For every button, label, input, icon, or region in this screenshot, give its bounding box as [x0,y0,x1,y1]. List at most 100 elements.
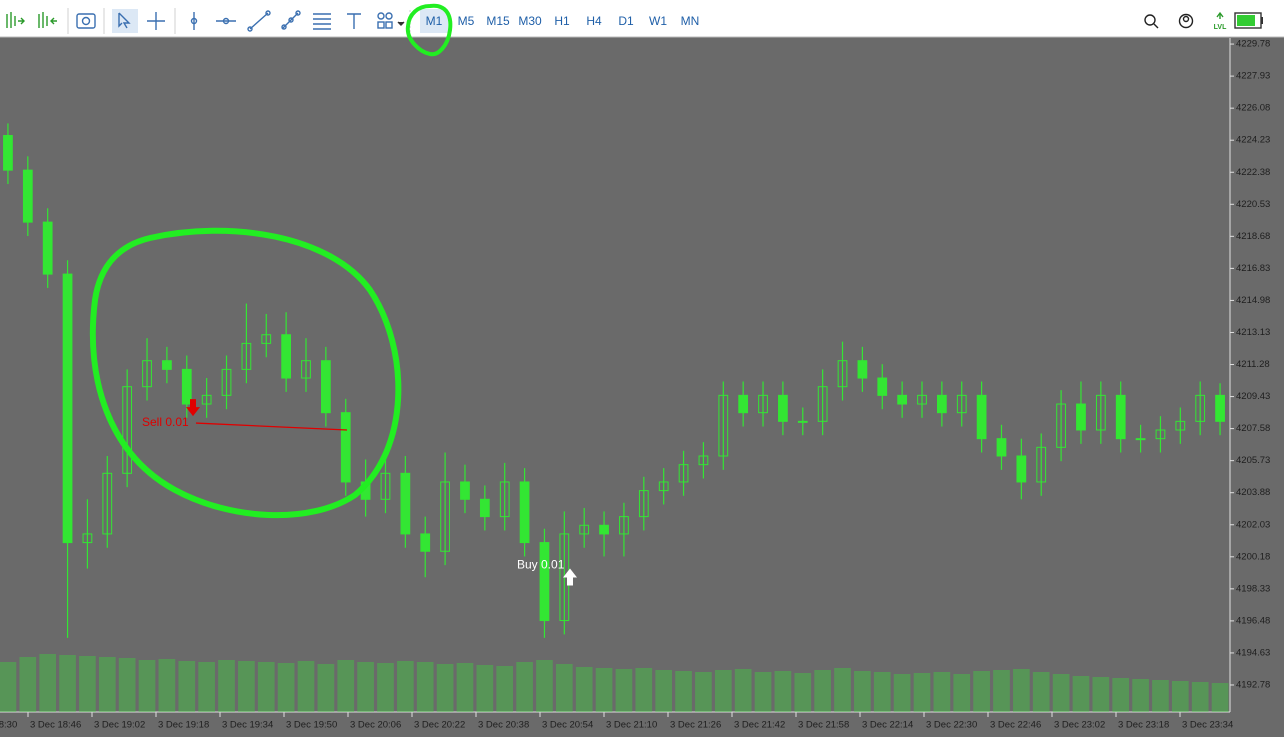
volume-bar [913,673,931,712]
shapes-tool[interactable] [377,12,393,29]
volume-bar [79,656,96,712]
x-tick-label: 3 Dec 20:22 [414,720,465,731]
candle-body [778,394,788,422]
volume-bar [1152,680,1169,712]
candle-body [976,394,987,440]
candle-body [1036,446,1047,483]
candle-body [400,472,411,535]
crosshair-tool[interactable] [147,12,165,30]
text-tool[interactable] [347,13,361,29]
volume-bar [0,662,17,712]
candle-body [261,334,272,344]
timeframe-button[interactable]: H1 [554,14,570,28]
volume-bar [754,672,772,712]
sell-label: Sell 0.01 [142,415,189,429]
timeframe-button[interactable]: D1 [618,14,634,28]
x-tick-label: 3 Dec 23:02 [1054,720,1105,731]
x-tick-label: 3 Dec 23:18 [1118,720,1169,731]
candle-body [936,394,947,414]
toolbar-bg [0,0,1284,37]
volume-bar [675,671,692,712]
candle-body [460,481,470,500]
candle-body [579,524,590,535]
timeframe-button[interactable]: M30 [518,14,542,28]
sell-trade-line [195,422,348,431]
cursor-tool[interactable] [118,12,131,29]
y-tick-label: 4202.03 [1236,519,1270,530]
volume-bar [615,669,633,712]
candle-body [619,516,629,535]
volume-bar [834,668,851,712]
buy-arrow [563,568,577,586]
candle-body [857,360,868,379]
y-tick-label: 4218.68 [1236,231,1270,242]
volume-bar [357,662,374,712]
timeframe-button[interactable]: H4 [586,14,602,28]
y-tick-label: 4203.88 [1236,487,1270,498]
candle-body [638,490,649,518]
y-tick-label: 4224.23 [1236,135,1270,146]
volume-bar [575,667,593,712]
volume-bar [695,672,712,712]
timeframes: M1 M5 M15 M30 H1 H4 D1 W1 MN [426,14,700,28]
timeframe-button[interactable]: M1 [426,14,443,28]
volume-bar [953,674,971,712]
y-tick-label: 4194.63 [1236,647,1270,658]
candle-body [996,438,1007,457]
y-tick-label: 4222.38 [1236,167,1270,178]
search-icon[interactable] [1144,14,1156,26]
volume-bar [178,661,196,712]
candle-body [917,394,927,405]
active-timeframe-bg [420,9,448,33]
volume-bar [933,672,951,712]
trendline-tool[interactable] [249,12,269,30]
y-tick-label: 4192.78 [1236,679,1270,690]
fibo-tool[interactable] [313,13,331,30]
x-tick-label: 3 Dec 19:18 [158,720,209,731]
account-icon[interactable] [1178,13,1194,29]
candle-body [241,342,252,370]
cursor-active-bg [112,9,138,33]
y-tick-label: 4198.33 [1236,583,1270,594]
volume-bar [59,655,76,712]
candle-body [499,481,510,518]
toolbar: M1 M5 M15 M30 H1 H4 D1 W1 MN LVL [0,0,1284,38]
volume-bar [297,661,315,712]
y-tick-label: 4213.13 [1236,327,1270,338]
status-label: LVL [1214,24,1227,31]
plot-area: 4229.78 4227.93 4226.08 4224.23 4222.38 4220.… [0,38,1270,731]
volume-bar [635,668,653,712]
y-tick-label: 4227.93 [1236,71,1270,82]
volume-bar [198,662,215,712]
volume-bar [714,670,732,712]
x-tick-label: 3 Dec 21:10 [606,720,657,731]
candle-body [22,169,33,223]
x-tick-label: 3 Dec 19:50 [286,720,337,731]
timeframe-button[interactable]: W1 [649,14,667,28]
timeframe-button[interactable]: M5 [458,14,475,28]
highlight-circle-m1 [405,3,453,57]
timeframe-button[interactable]: MN [681,14,700,28]
x-tick-label: 3 Dec 20:54 [542,720,593,731]
candle-body [1155,429,1166,440]
volume-bar [893,674,911,712]
volume-bar [1013,669,1030,712]
volume-bar [138,660,156,712]
volume-bar [39,654,57,712]
toolbar-icons [6,8,448,34]
candle-body [42,221,53,275]
candle-body [122,386,133,474]
candle-body [678,464,689,483]
volume-bar [1211,683,1229,712]
candle-body [281,334,292,379]
candle-body [181,368,192,405]
volume-bar [317,664,335,712]
buy-label: Buy 0.01 [517,558,565,572]
volume-bar [277,663,295,712]
timeframe-button[interactable]: M15 [486,14,510,28]
volume-bar [118,658,136,712]
volume-bar [1032,672,1050,712]
screenshot-icon[interactable] [76,13,96,29]
